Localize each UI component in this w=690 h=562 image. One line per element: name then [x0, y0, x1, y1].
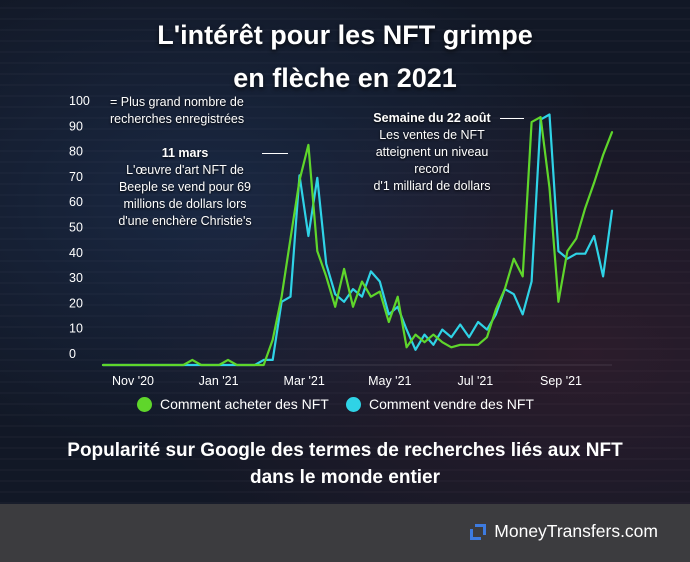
y-tick-label: 0 — [69, 347, 76, 361]
subtitle-line-2: dans le monde entier — [249, 467, 441, 488]
annotation-march-line-3: millions de dollars lors — [123, 197, 247, 211]
legend-item-sell: Comment vendre des NFT — [346, 396, 534, 412]
y-tick-label: 30 — [69, 271, 83, 285]
y-tick-label: 100 — [69, 94, 90, 108]
annotation-august-leader — [500, 118, 524, 119]
max-note-line-2: recherches enregistrées — [110, 112, 245, 126]
annotation-august-line-2: atteignent un niveau — [375, 145, 489, 159]
legend-item-buy: Comment acheter des NFT — [137, 396, 329, 412]
chart-legend: Comment acheter des NFT Comment vendre d… — [0, 396, 690, 416]
chart-subtitle: Popularité sur Google des termes de rech… — [0, 437, 690, 491]
footer-bar: MoneyTransfers.com — [0, 504, 690, 562]
annotation-august-line-3: record — [414, 162, 450, 176]
x-tick-label: Jan '21 — [199, 374, 239, 388]
title-line-1: L'intérêt pour les NFT grimpe — [157, 20, 533, 50]
brand-logo[interactable]: MoneyTransfers.com — [469, 521, 658, 542]
y-tick-label: 10 — [69, 322, 83, 336]
y-tick-label: 20 — [69, 296, 83, 310]
series-line-buy — [101, 115, 614, 367]
y-tick-label: 40 — [69, 246, 83, 260]
annotation-august: Semaine du 22 août Les ventes de NFT att… — [362, 110, 502, 195]
y-tick-label: 90 — [69, 119, 83, 133]
x-tick-label: Jul '21 — [458, 374, 494, 388]
y-tick-label: 80 — [69, 145, 83, 159]
x-tick-label: Mar '21 — [284, 374, 325, 388]
annotation-august-date: Semaine du 22 août — [373, 111, 491, 125]
legend-label-buy: Comment acheter des NFT — [160, 396, 329, 412]
max-note: = Plus grand nombre de recherches enregi… — [110, 94, 244, 128]
y-tick-label: 60 — [69, 195, 83, 209]
chart-title: L'intérêt pour les NFT grimpe en flèche … — [0, 14, 690, 100]
background — [0, 0, 690, 504]
brand-icon — [470, 523, 487, 540]
x-tick-label: May '21 — [368, 374, 411, 388]
x-tick-label: Nov '20 — [112, 374, 154, 388]
x-tick-label: Sep '21 — [540, 374, 582, 388]
annotation-march-date: 11 mars — [161, 146, 209, 160]
annotation-august-line-1: Les ventes de NFT — [379, 128, 485, 142]
y-tick-label: 70 — [69, 170, 83, 184]
legend-swatch-sell — [346, 396, 361, 412]
annotation-march-line-4: d'une enchère Christie's — [118, 214, 252, 228]
legend-swatch-buy — [137, 396, 152, 412]
annotation-march: 11 mars L'œuvre d'art NFT de Beeple se v… — [110, 145, 260, 230]
y-tick-label: 50 — [69, 221, 83, 235]
subtitle-line-1: Popularité sur Google des termes de rech… — [67, 440, 623, 461]
brand-name: MoneyTransfers.com — [494, 521, 658, 541]
annotation-march-line-2: Beeple se vend pour 69 — [118, 180, 252, 194]
annotation-august-line-4: d'1 milliard de dollars — [373, 179, 491, 193]
legend-label-sell: Comment vendre des NFT — [369, 396, 534, 412]
title-line-2: en flèche en 2021 — [233, 63, 457, 93]
annotation-march-line-1: L'œuvre d'art NFT de — [126, 163, 244, 177]
max-note-line-1: = Plus grand nombre de — [110, 95, 244, 109]
annotation-march-leader — [262, 153, 288, 154]
